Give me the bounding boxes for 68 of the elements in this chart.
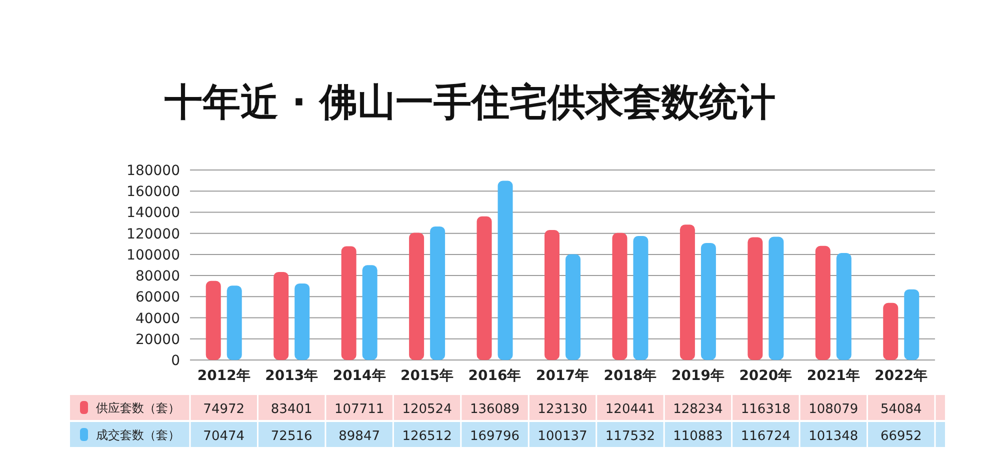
x-tick-label: 2017年 <box>536 368 589 384</box>
data-label: 116724 <box>740 429 790 444</box>
bar <box>768 236 784 360</box>
y-tick-label: 80000 <box>135 268 180 285</box>
x-tick-label: 2014年 <box>332 368 386 384</box>
data-label: 100137 <box>538 429 588 444</box>
data-label: 169796 <box>470 429 520 444</box>
x-tick-label: 2015年 <box>400 368 454 384</box>
y-tick-label: 100000 <box>126 247 180 264</box>
data-label: 120441 <box>605 402 656 417</box>
y-tick-label: 60000 <box>135 290 180 306</box>
y-tick-label: 180000 <box>126 163 180 179</box>
data-label: 72516 <box>270 429 312 444</box>
legend-label: 供应套数（套） <box>96 401 180 415</box>
x-tick-label: 2022年 <box>874 368 928 384</box>
bar <box>633 236 648 360</box>
data-label: 116318 <box>740 402 790 417</box>
y-tick-label: 0 <box>171 353 180 369</box>
bar <box>904 289 920 360</box>
bar <box>362 265 378 360</box>
bar <box>226 286 242 360</box>
data-label: 74972 <box>203 402 245 417</box>
bar <box>206 280 221 360</box>
bar <box>883 302 898 360</box>
x-tick-label: 2012年 <box>197 368 250 384</box>
bar <box>409 232 424 360</box>
data-label: 126512 <box>402 429 452 444</box>
bar <box>836 253 852 360</box>
x-tick-label: 2020年 <box>739 368 792 384</box>
data-label: 70474 <box>203 429 245 444</box>
bar <box>748 237 763 360</box>
data-label: 54084 <box>880 402 922 417</box>
bar <box>680 224 695 360</box>
data-label: 107711 <box>334 402 384 417</box>
bar <box>700 242 716 360</box>
x-tick-label: 2018年 <box>604 368 657 384</box>
bar <box>544 230 560 360</box>
y-tick-label: 120000 <box>126 226 180 242</box>
bar <box>815 246 830 360</box>
x-tick-label: 2019年 <box>671 368 724 384</box>
y-tick-label: 20000 <box>135 332 180 348</box>
data-label: 128234 <box>673 402 723 417</box>
bar <box>498 180 513 360</box>
x-tick-label: 2013年 <box>265 368 318 384</box>
bar <box>274 272 289 360</box>
y-tick-label: 160000 <box>126 184 180 200</box>
data-label: 101348 <box>808 429 858 444</box>
bar <box>612 232 628 360</box>
y-tick-label: 140000 <box>126 205 180 222</box>
data-label: 110883 <box>673 429 723 444</box>
data-label: 89847 <box>338 429 380 444</box>
bar <box>430 226 446 360</box>
x-tick-label: 2021年 <box>806 368 860 384</box>
bar <box>294 283 310 360</box>
bar <box>566 254 580 360</box>
data-label: 108079 <box>808 402 858 417</box>
data-label: 83401 <box>270 402 312 417</box>
data-label: 117532 <box>605 429 656 444</box>
bar <box>341 246 356 360</box>
x-tick-label: 2016年 <box>468 368 522 384</box>
bar <box>476 216 492 360</box>
data-label: 66952 <box>880 429 922 444</box>
data-label: 123130 <box>538 402 588 417</box>
chart-title: 十年近 · 佛山一手住宅供求套数统计 <box>164 80 776 124</box>
data-label: 120524 <box>402 402 452 417</box>
y-tick-label: 40000 <box>135 310 180 327</box>
legend-label: 成交套数（套） <box>96 428 180 442</box>
data-label: 136089 <box>470 402 520 417</box>
